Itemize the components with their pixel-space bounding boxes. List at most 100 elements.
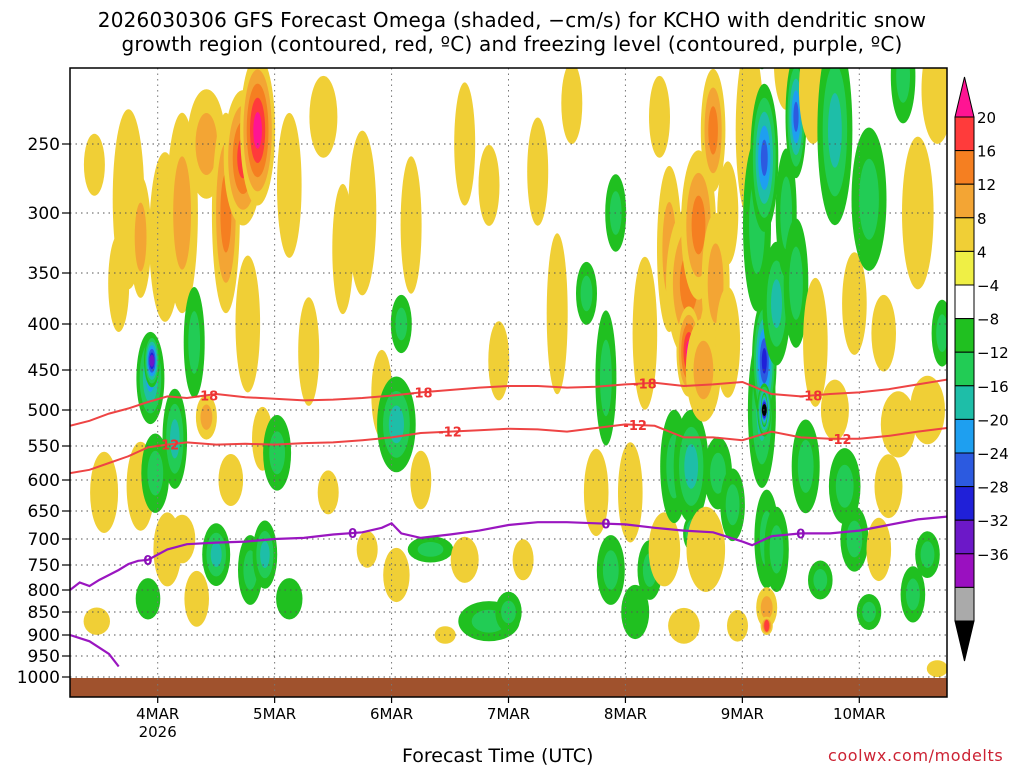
colorbar-swatch	[954, 385, 975, 420]
colorbar-bottom-arrow	[954, 620, 975, 662]
colorbar-swatch	[954, 586, 975, 622]
colorbar-swatch	[954, 183, 975, 219]
omega-cell	[195, 113, 218, 175]
omega-cell	[871, 294, 896, 372]
omega-cell	[842, 252, 867, 355]
y-tick-label: 700	[28, 530, 60, 550]
omega-cell	[583, 448, 609, 537]
omega-cell	[717, 161, 739, 265]
y-tick-label: 550	[28, 437, 60, 457]
y-tick-label: 300	[28, 204, 60, 224]
omega-cell	[173, 156, 192, 270]
omega-cell	[632, 256, 658, 410]
dendritic-contour-line	[70, 423, 947, 475]
omega-cell	[649, 75, 670, 158]
freezing-level-label: 0	[143, 554, 152, 569]
freezing-level-label: 0	[601, 518, 610, 533]
omega-cell	[83, 607, 111, 635]
omega-cell	[188, 311, 201, 374]
omega-cell	[764, 619, 770, 632]
colorbar-swatch	[954, 519, 975, 555]
colorbar-swatch	[954, 351, 975, 387]
omega-cell	[134, 202, 147, 272]
y-tick-label: 950	[28, 647, 60, 667]
y-tick-label: 1000	[17, 668, 60, 688]
omega-cell	[797, 439, 814, 493]
colorbar-label: 16	[977, 143, 996, 161]
colorbar-label: 4	[977, 243, 987, 261]
y-tick-label: 500	[28, 401, 60, 421]
ground-fill	[70, 678, 947, 697]
omega-cell	[920, 541, 935, 568]
omega-cell	[276, 578, 303, 620]
y-tick-label: 900	[28, 626, 60, 646]
omega-cell	[546, 233, 568, 395]
colorbar-swatch	[954, 116, 975, 152]
omega-cell	[910, 375, 945, 445]
omega-cell	[83, 133, 105, 196]
colorbar-swatch	[954, 318, 975, 353]
dendritic-contour-label: -18	[195, 389, 219, 404]
colorbar-label: −36	[977, 546, 1009, 564]
omega-cell	[317, 470, 339, 515]
title-line-2: growth region (contoured, red, ºC) and f…	[121, 32, 903, 56]
omega-cell	[277, 112, 302, 258]
colorbar-top-arrow	[954, 76, 975, 118]
credit-link[interactable]: coolwx.com/modelts	[828, 746, 1004, 765]
y-tick-label: 650	[28, 502, 60, 522]
y-tick-label: 800	[28, 581, 60, 601]
y-tick-label: 250	[28, 135, 60, 155]
x-tick-label: 7MAR	[487, 705, 530, 723]
omega-cell	[235, 255, 261, 393]
omega-cell	[921, 68, 947, 144]
colorbar-label: −8	[977, 311, 999, 329]
omega-cell	[90, 451, 119, 533]
omega-cell	[708, 106, 718, 155]
x-tick-label: 6MAR	[370, 705, 413, 723]
y-tick-label: 750	[28, 556, 60, 576]
omega-cell	[410, 450, 432, 510]
colorbar-label: −24	[977, 445, 1009, 463]
omega-cell	[648, 512, 681, 587]
omega-cell	[769, 525, 784, 574]
omega-cell	[846, 520, 863, 558]
colorbar-label: −28	[977, 479, 1009, 497]
omega-cell	[356, 531, 378, 568]
omega-cell	[600, 339, 612, 417]
omega-cell	[527, 117, 549, 226]
omega-cell	[835, 464, 854, 508]
x-tick-label: 8MAR	[604, 705, 647, 723]
omega-cell	[710, 452, 726, 494]
chart-title: 2026030306 GFS Forecast Omega (shaded, −…	[0, 8, 1024, 56]
ground-surface	[70, 678, 947, 697]
omega-cell	[149, 354, 155, 367]
dendritic-contour-label: -12	[156, 439, 180, 454]
colorbar-swatch	[954, 250, 975, 286]
omega-cell	[761, 348, 767, 374]
colorbar-swatch	[954, 217, 975, 252]
dendritic-contour-label: -18	[409, 386, 433, 401]
colorbar-label: 20	[977, 109, 996, 127]
title-line-1: 2026030306 GFS Forecast Omega (shaded, −…	[97, 8, 927, 32]
omega-cell	[906, 578, 920, 611]
x-axis-label: Forecast Time (UTC)	[402, 745, 594, 767]
colorbar-label: 8	[977, 210, 987, 228]
omega-cell	[715, 287, 741, 398]
colorbar-label: 12	[977, 176, 996, 194]
omega-cell	[813, 569, 828, 591]
omega-cell	[926, 660, 947, 677]
omega-cell	[478, 144, 500, 226]
omega-cell	[309, 75, 338, 158]
omega-cell	[512, 539, 534, 581]
colorbar-label: −32	[977, 512, 1009, 530]
y-tick-label: 400	[28, 315, 60, 335]
freezing-level-label: 0	[796, 527, 805, 542]
omega-cell	[936, 314, 947, 353]
omega-cell	[454, 82, 476, 206]
omega-cell	[793, 101, 799, 132]
omega-cell	[874, 454, 903, 519]
omega-cell	[859, 158, 879, 240]
colorbar-swatch	[954, 150, 975, 185]
x-tick-label: 5MAR	[253, 705, 296, 723]
